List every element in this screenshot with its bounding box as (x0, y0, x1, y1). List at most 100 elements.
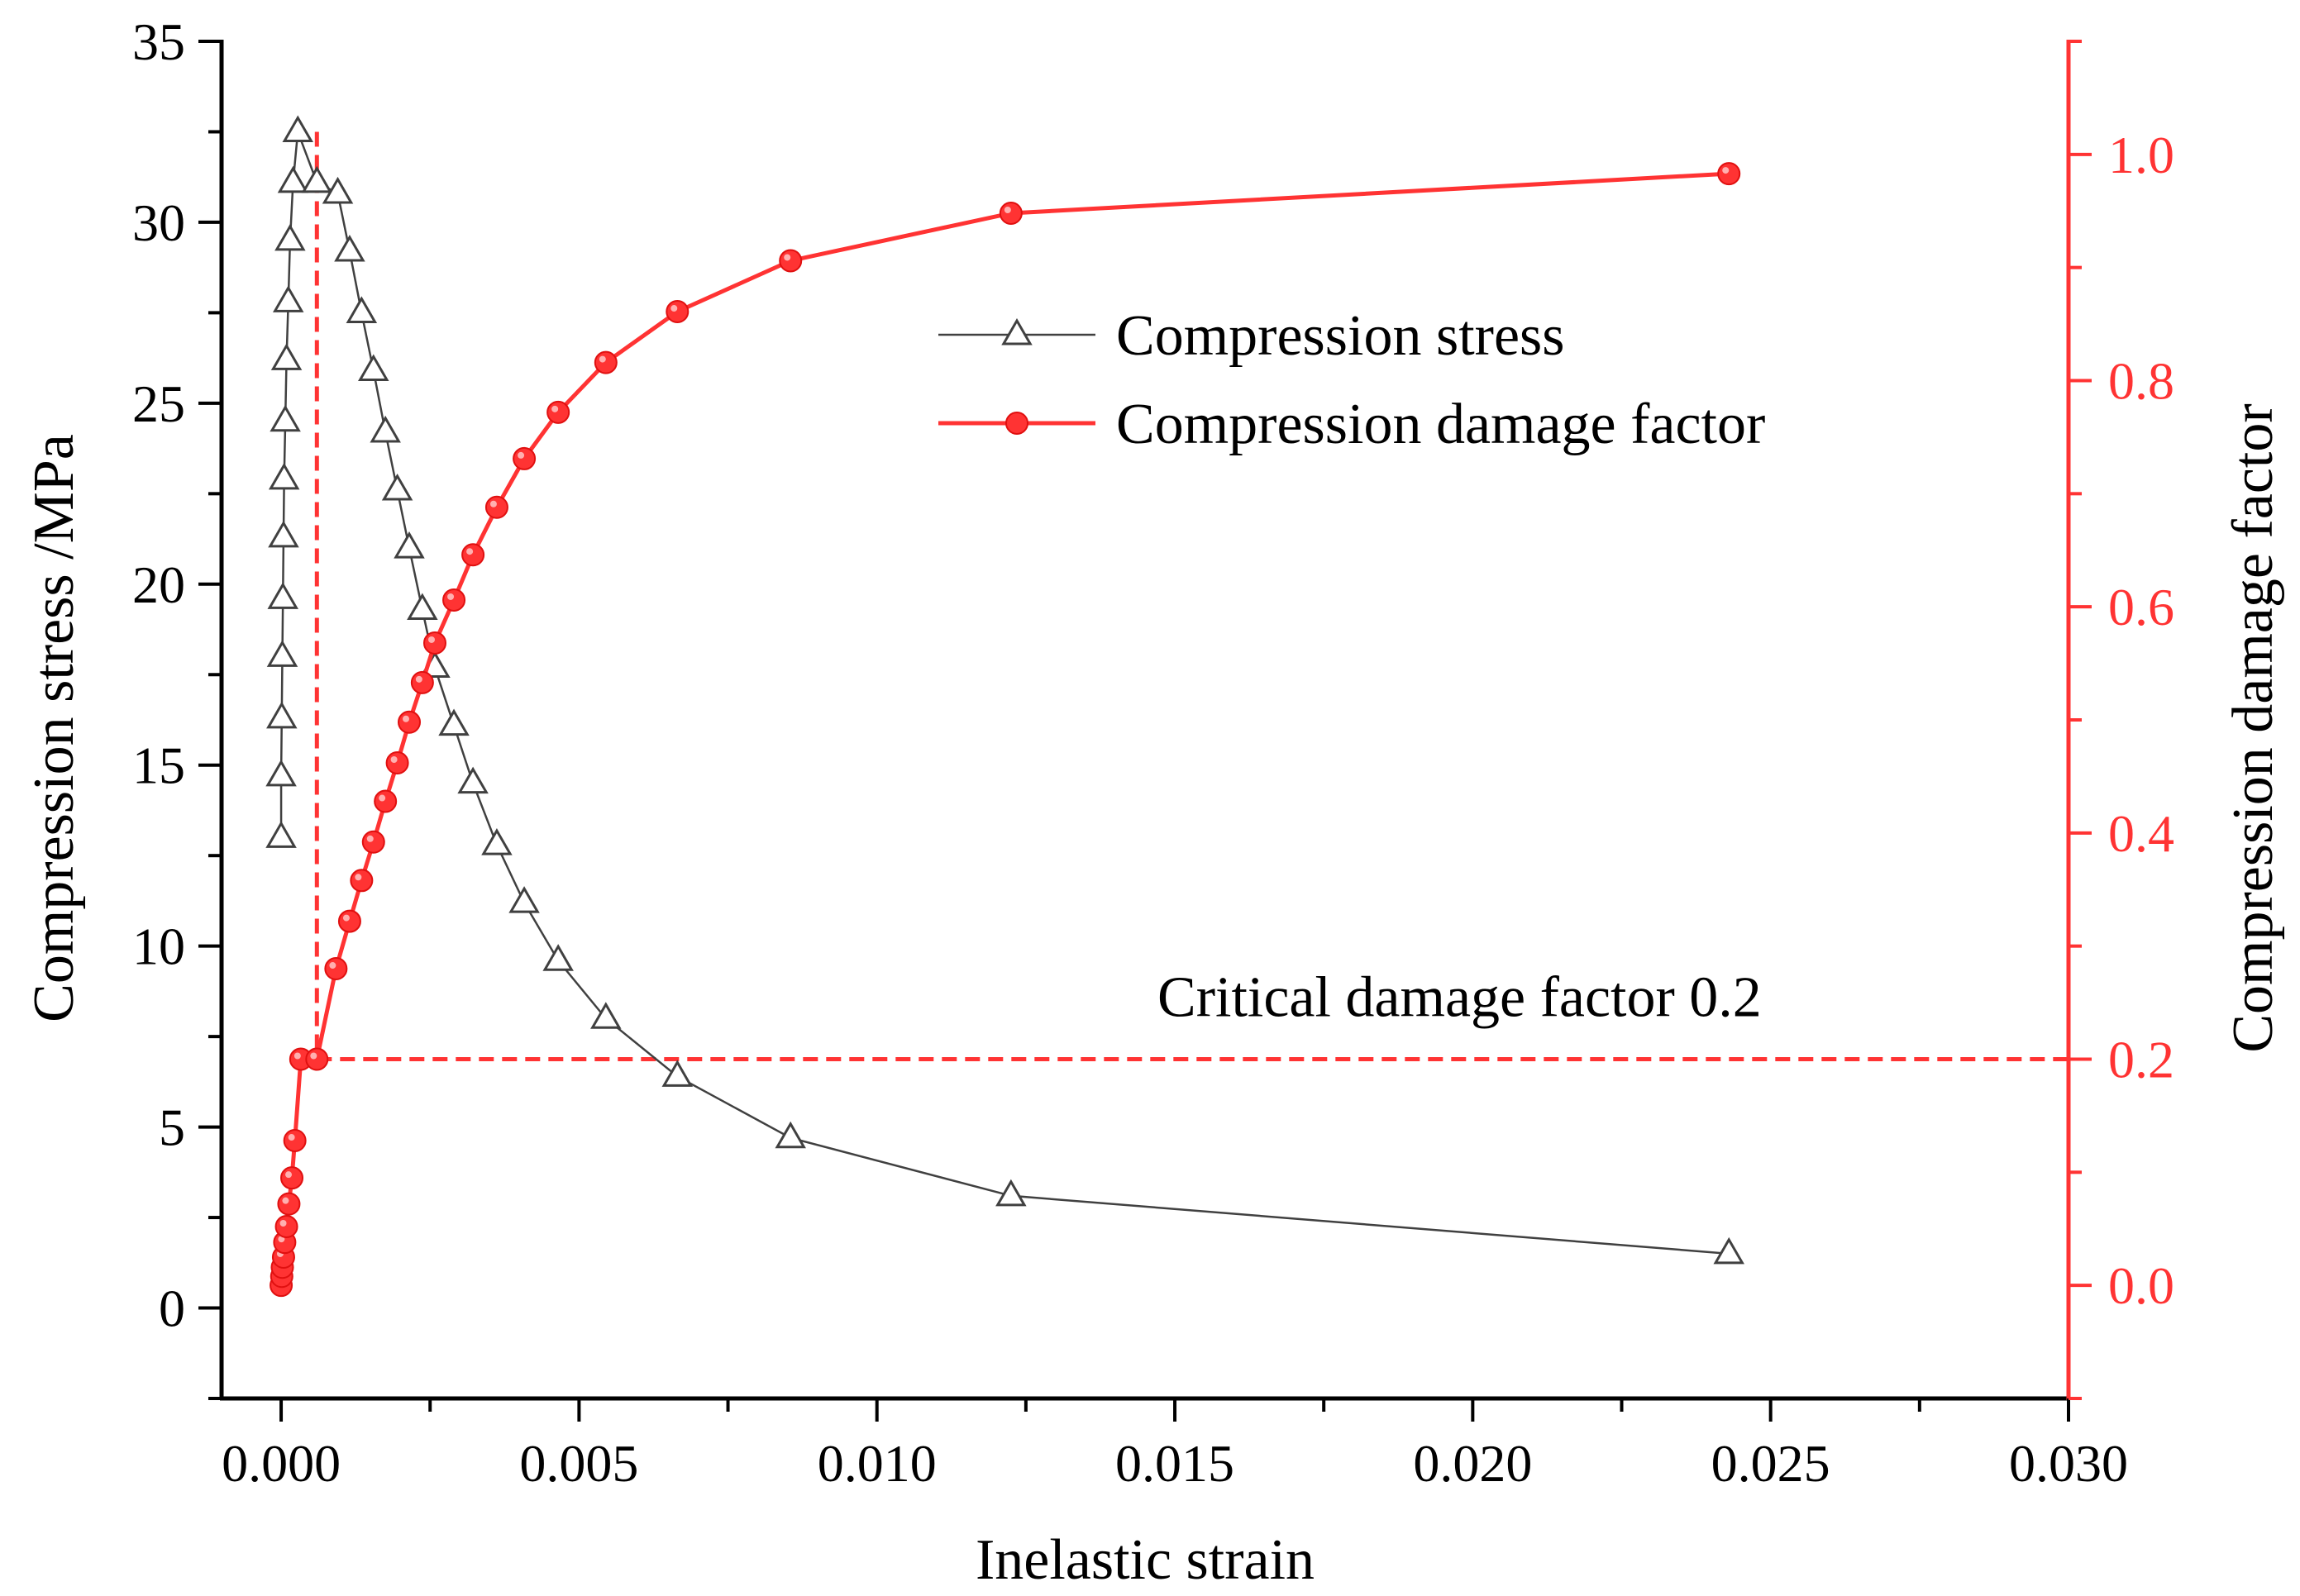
stress-point (407, 593, 438, 621)
y-tick-label: 25 (132, 374, 185, 433)
damage-point-highlight (282, 1197, 289, 1204)
damage-point (1717, 162, 1741, 186)
damage-point (546, 400, 570, 424)
legend-circle-marker (1005, 412, 1028, 435)
damage-point-highlight (310, 1052, 317, 1060)
stress-point (394, 531, 425, 559)
stress-point (358, 354, 389, 382)
damage-point-highlight (285, 1171, 293, 1179)
damage-point (274, 1215, 298, 1239)
damage-point (513, 446, 537, 470)
y2-tick-label: 1.0 (2108, 126, 2174, 184)
damage-point-highlight (366, 835, 374, 842)
x-tick-label: 0.010 (818, 1434, 937, 1493)
y-tick-label: 5 (159, 1098, 185, 1157)
damage-point-highlight (390, 755, 398, 763)
stress-point (266, 701, 298, 729)
tick-marks (198, 40, 2092, 1422)
damage-point (385, 750, 409, 774)
damage-point (305, 1047, 329, 1071)
damage-point (779, 249, 803, 273)
damage-point (283, 1129, 307, 1153)
stress-point (334, 234, 365, 262)
stress-point (267, 582, 298, 609)
damage-point (442, 588, 466, 612)
x-tick-label: 0.025 (1711, 1434, 1830, 1493)
critical-damage-annotation: Critical damage factor 0.2 (1157, 966, 1762, 1030)
y-tick-label: 10 (132, 917, 185, 976)
stress-point (268, 462, 300, 490)
damage-point-highlight (379, 794, 386, 802)
legend-triangle-marker (1001, 317, 1033, 345)
damage-point (410, 670, 434, 694)
damage-point-highlight (403, 715, 410, 722)
stress-point (542, 944, 574, 971)
damage-point (280, 1166, 304, 1190)
stress-point (661, 1060, 694, 1087)
damage-point-highlight (447, 593, 455, 600)
x-tick-label: 0.000 (222, 1434, 341, 1493)
legend: Compression stress Compression damage fa… (938, 304, 1765, 456)
stress-point (381, 473, 413, 501)
damage-point-highlight (355, 874, 362, 881)
damage-point-highlight (279, 1220, 287, 1227)
damage-point-highlight (342, 914, 350, 922)
stress-point (322, 176, 354, 204)
y-tick-label: 35 (132, 12, 185, 71)
y-tick-label: 20 (132, 555, 185, 614)
stress-point (268, 520, 299, 548)
damage-point-highlight (599, 355, 606, 363)
stress-point (508, 886, 540, 913)
damage-point (374, 789, 398, 813)
damage-point (666, 300, 690, 324)
y-axis-title: Compression stress /MPa (22, 434, 86, 1022)
damage-point (277, 1192, 301, 1216)
legend-label-damage: Compression damage factor (1116, 393, 1765, 456)
damage-point-highlight (670, 305, 678, 312)
stress-point (346, 296, 378, 323)
x-axis-title: Inelastic strain (976, 1528, 1315, 1592)
damage-point (594, 350, 618, 374)
stress-point (265, 821, 297, 848)
stress-point (270, 343, 303, 370)
stress-point (1713, 1236, 1744, 1265)
stress-point (282, 115, 313, 143)
stress-point (457, 766, 489, 794)
y-tick-label: 15 (132, 736, 185, 795)
x-tick-label: 0.005 (519, 1434, 638, 1493)
stress-point (274, 223, 306, 251)
legend-label-stress: Compression stress (1116, 304, 1565, 368)
y2-tick-label: 0.0 (2108, 1256, 2174, 1315)
stress-point (270, 404, 301, 432)
y2-axis-title: Compression damage factor (2221, 403, 2285, 1052)
damage-point-highlight (551, 405, 559, 412)
x-tick-label: 0.015 (1115, 1434, 1234, 1493)
damage-point-highlight (427, 636, 435, 643)
damage-point-highlight (329, 962, 336, 970)
stress-point (775, 1121, 806, 1149)
damage-point (461, 543, 485, 567)
stress-point (272, 285, 304, 312)
stress-point (301, 165, 333, 193)
damage-point-highlight (288, 1134, 295, 1141)
damage-point (361, 830, 385, 854)
stress-point (266, 640, 298, 667)
damage-point-highlight (489, 500, 497, 507)
damage-point-highlight (415, 675, 422, 683)
y-tick-label: 30 (132, 193, 185, 252)
damage-point (337, 909, 361, 933)
damage-point-highlight (293, 1052, 301, 1060)
damage-point-highlight (518, 451, 525, 459)
damage-point (422, 631, 446, 655)
y2-tick-label: 0.8 (2108, 352, 2174, 411)
stress-point (995, 1179, 1027, 1207)
data-series (265, 115, 1744, 1298)
damage-point-highlight (1722, 167, 1730, 174)
damage-point-highlight (466, 548, 474, 555)
damage-point (484, 495, 508, 519)
stress-point (277, 165, 309, 193)
y2-tick-label: 0.6 (2108, 578, 2174, 636)
y2-tick-label: 0.4 (2108, 804, 2174, 863)
